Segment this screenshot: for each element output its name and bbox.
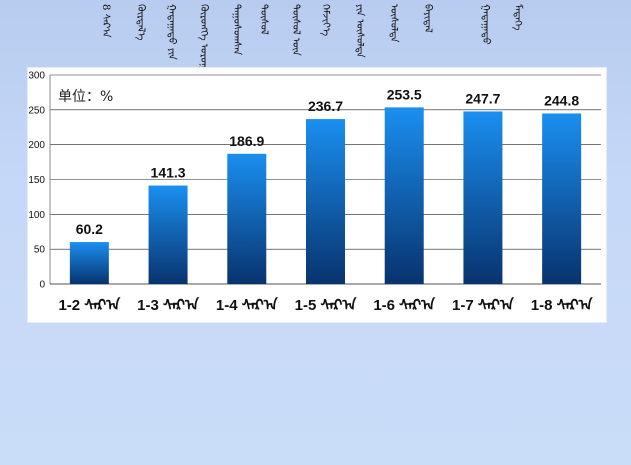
bar <box>384 107 424 284</box>
title-word: ᠶᠢᠨ ᠥᠰᠦᠯᠲᠡ <box>354 4 365 58</box>
title-word: ᠬᠡᠮᠵᠢᠶ᠎ᠡ <box>320 4 331 37</box>
data-label: 244.8 <box>544 92 579 108</box>
bar <box>148 185 188 284</box>
data-label: 186.9 <box>229 133 264 149</box>
title-word: ᠳᠦᠰᠦᠯ <box>258 4 269 35</box>
x-category-label: 1-3 ᠰᠠᠷ᠎ᠠ <box>137 296 200 314</box>
bar <box>306 119 345 284</box>
data-label: 253.5 <box>387 86 422 102</box>
unit-label: 单位：% <box>58 89 114 105</box>
y-tick-label: 100 <box>28 210 45 221</box>
y-tick-label: 0 <box>39 280 45 291</box>
title-word: ᠪᠠᠶᠢᠳᠠᠯ <box>422 4 433 33</box>
chart-panel: 0 50 100 150 200 250 300 60.2 1-2 ᠰᠠᠷ᠎ᠠ 141.3 1-3 … <box>28 68 606 322</box>
bar-chart: 0 50 100 150 200 250 300 60.2 1-2 ᠰᠠᠷ᠎ᠠ 141.3 1-3 … <box>28 71 601 314</box>
x-category-label: 1-6 ᠰᠠᠷ᠎ᠠ <box>373 296 436 314</box>
y-tick-label: 300 <box>28 71 45 82</box>
title-word: ᠲᠥᠰᠥᠯ ᠦᠨ <box>290 4 301 56</box>
data-label: 247.7 <box>465 90 500 106</box>
x-category-label: 1-8 ᠰᠠᠷ᠎ᠠ <box>531 296 594 314</box>
bar <box>463 111 503 284</box>
bar <box>542 113 582 285</box>
data-label: 141.3 <box>151 165 186 181</box>
title-word: ᠦᠰᠦᠯᠲᠡ <box>388 4 399 43</box>
title-word: ᠭᠠᠳᠠᠭᠠᠳᠤ ᠶᠢᠨ <box>166 4 177 60</box>
bar <box>69 242 109 284</box>
title-word: ᠳᠠᠭᠤᠰᠤᠭᠰᠠᠨ <box>231 4 242 56</box>
x-category-label: 1-2 ᠰᠠᠷ᠎ᠠ <box>58 296 121 314</box>
y-tick-label: 200 <box>28 140 45 151</box>
x-category-label: 1-7 ᠰᠠᠷ᠎ᠠ <box>452 296 515 314</box>
data-label: 236.7 <box>308 98 343 114</box>
x-category-label: 1-5 ᠰᠠᠷ᠎ᠠ <box>295 296 358 314</box>
title-word: 8 ᠰᠠᠷ᠎ᠠ <box>100 4 111 38</box>
chart-title-mongolian: 8 ᠰᠠᠷ᠎ᠠ ᠬᠦᠷᠲᠡᠯ᠎ᠡ ᠭᠠᠳᠠᠭᠠᠳᠤ ᠶᠢᠨ ᠬᠥᠷᠥᠩᠭᠡ ᠣᠷ… <box>100 4 550 97</box>
title-word: ᠬᠥᠷᠥᠩᠭᠡ ᠣᠷᠣᠭᠤᠯᠤᠯᠲᠠ <box>198 4 209 97</box>
bar <box>227 153 267 284</box>
data-label: 60.2 <box>76 221 103 237</box>
y-tick-label: 150 <box>28 175 45 186</box>
y-tick-label: 50 <box>34 245 46 256</box>
title-word: ᠬᠦᠷᠲᠡᠯ᠎ᠡ <box>135 4 146 41</box>
y-tick-label: 250 <box>28 105 45 116</box>
title-word: ᠭᠠᠳᠠᠭᠠᠳᠤ <box>480 4 491 45</box>
x-category-label: 1-4 ᠰᠠᠷ᠎ᠠ <box>216 296 279 314</box>
title-word: ᠮᠡᠳᠡᠭᠡ <box>512 4 523 31</box>
